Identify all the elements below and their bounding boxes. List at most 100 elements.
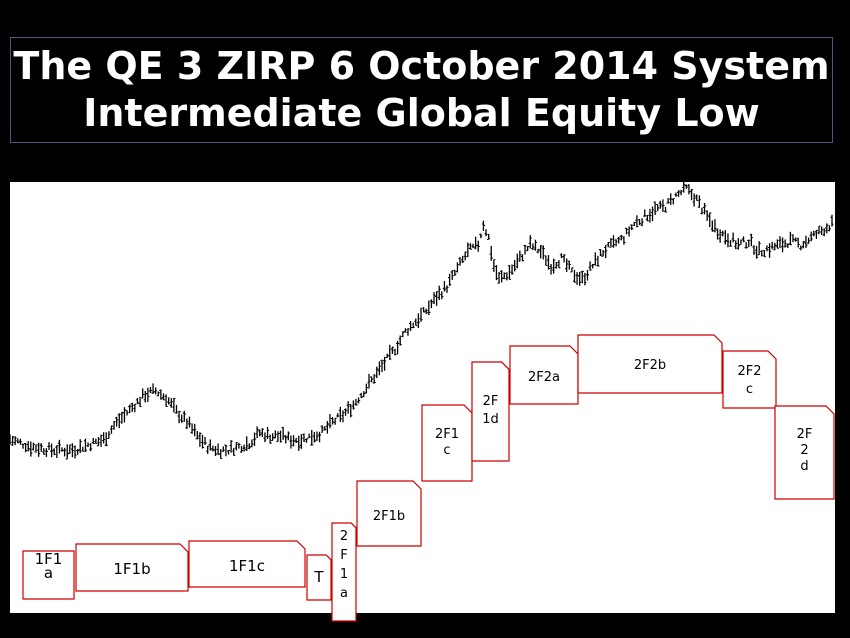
price-bar xyxy=(453,269,457,276)
price-bar xyxy=(440,291,444,300)
price-bar xyxy=(187,416,192,428)
price-bar xyxy=(804,235,808,248)
price-bar xyxy=(536,248,540,254)
annotation-text: 2F xyxy=(483,394,499,409)
price-bar xyxy=(637,218,642,226)
price-bar xyxy=(531,243,535,251)
price-bar xyxy=(526,246,530,252)
price-bar xyxy=(354,398,358,406)
annotation-text: a xyxy=(340,586,348,601)
price-bar xyxy=(502,272,506,280)
price-bar xyxy=(814,229,818,239)
annotation-text: 2F xyxy=(797,427,813,442)
price-bar xyxy=(411,322,415,329)
price-bar xyxy=(122,407,127,423)
price-bar xyxy=(265,427,270,439)
price-bar xyxy=(180,414,184,423)
price-bar xyxy=(796,237,800,248)
price-bar xyxy=(42,448,46,455)
price-bar xyxy=(648,208,652,223)
price-bar xyxy=(26,441,30,452)
price-bar xyxy=(572,269,577,283)
price-bar xyxy=(455,262,460,273)
price-bar xyxy=(50,443,54,458)
price-bar xyxy=(650,206,655,222)
price-bar xyxy=(468,243,473,250)
price-bar xyxy=(146,387,150,403)
price-bar xyxy=(78,439,82,454)
price-bar xyxy=(507,265,512,280)
price-bar xyxy=(562,254,566,263)
price-bar xyxy=(819,226,824,236)
price-bar xyxy=(169,398,173,408)
price-bar xyxy=(728,240,733,247)
price-bar xyxy=(663,206,668,213)
price-bar xyxy=(351,400,355,410)
price-bar xyxy=(749,233,753,247)
price-bar xyxy=(809,231,813,242)
annotation-box: 1F1c xyxy=(188,540,306,588)
price-bar xyxy=(593,252,597,266)
price-bar xyxy=(24,442,28,453)
price-bar xyxy=(559,253,564,258)
price-bar xyxy=(635,215,639,228)
annotation-text: F xyxy=(340,548,347,563)
price-bar xyxy=(229,440,233,453)
price-bar xyxy=(260,428,264,438)
price-bar xyxy=(239,445,244,453)
price-bar xyxy=(549,264,553,275)
price-bar xyxy=(63,447,67,457)
price-bar xyxy=(731,232,735,243)
price-bar xyxy=(614,239,618,247)
price-bar xyxy=(609,238,613,248)
price-bar xyxy=(552,258,556,274)
annotation-text: 1F1c xyxy=(229,557,265,575)
title-box: The QE 3 ZIRP 6 October 2014 System Inte… xyxy=(10,37,833,143)
price-bar xyxy=(793,237,798,242)
price-bar xyxy=(138,396,142,408)
price-bar xyxy=(466,242,470,258)
price-bar xyxy=(276,431,280,442)
price-bar xyxy=(533,239,538,251)
price-bar xyxy=(546,255,551,270)
annotation-box: 2F2 c xyxy=(722,350,777,409)
price-bar xyxy=(203,436,207,445)
price-bar xyxy=(37,442,41,457)
price-bar xyxy=(177,410,181,424)
price-bar xyxy=(422,307,426,313)
price-bar xyxy=(317,431,322,443)
price-bar xyxy=(302,433,306,442)
price-bar xyxy=(128,404,132,414)
price-bar xyxy=(291,435,296,447)
price-bar xyxy=(692,193,696,207)
price-bar xyxy=(401,331,405,338)
price-bar xyxy=(216,443,220,456)
price-bar xyxy=(164,394,168,407)
price-bar xyxy=(73,445,77,459)
price-bar xyxy=(359,392,363,399)
price-bar xyxy=(500,270,504,283)
price-bar xyxy=(760,250,764,257)
price-bar xyxy=(156,391,160,397)
price-bar xyxy=(406,328,410,336)
price-bar xyxy=(68,444,72,454)
annotation-text: 1 xyxy=(340,567,348,582)
price-bar xyxy=(151,383,155,394)
price-bar xyxy=(330,417,335,425)
price-bar xyxy=(541,245,545,260)
price-bar xyxy=(94,438,98,444)
price-bar xyxy=(143,390,147,403)
price-bar xyxy=(723,230,727,245)
annotation-text: 2F2b xyxy=(634,358,666,373)
annotation-text: a xyxy=(44,564,53,582)
price-bar xyxy=(60,447,64,452)
price-bar xyxy=(518,250,522,262)
price-bar xyxy=(117,413,121,429)
price-bar xyxy=(578,271,582,286)
price-bar xyxy=(630,224,634,231)
price-bar xyxy=(585,269,590,281)
price-bar xyxy=(198,432,202,447)
